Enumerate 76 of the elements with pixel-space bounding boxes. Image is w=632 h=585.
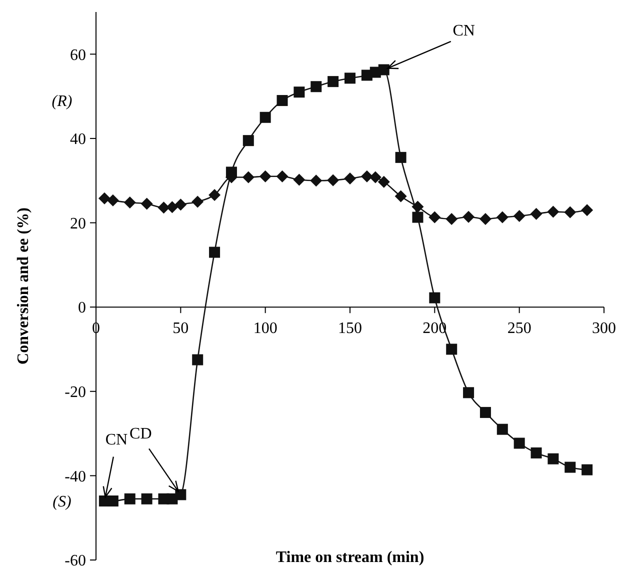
x-tick-label: 100 (253, 320, 278, 338)
x-axis-title: Time on stream (min) (276, 549, 424, 566)
point (429, 292, 440, 304)
annotation: CN (105, 432, 128, 449)
point (106, 194, 119, 206)
point (360, 170, 373, 182)
point (581, 204, 594, 216)
point (294, 86, 305, 98)
point (327, 174, 340, 186)
point (547, 206, 560, 218)
x-tick-label: 50 (172, 320, 189, 338)
point (192, 354, 204, 366)
point (548, 453, 559, 464)
point (496, 211, 508, 224)
point (209, 246, 220, 258)
y-tick-label: -60 (64, 552, 86, 570)
point (276, 170, 288, 182)
point (463, 387, 474, 398)
y-tick-label: 40 (70, 131, 86, 148)
point (479, 212, 492, 225)
text: (S) (52, 494, 72, 511)
point (369, 171, 382, 184)
point (208, 188, 221, 201)
point (446, 212, 458, 225)
point (564, 206, 576, 218)
point (530, 447, 542, 458)
point (530, 208, 542, 220)
point (378, 176, 390, 188)
y-tick-label: 60 (70, 46, 86, 64)
point (412, 200, 424, 213)
point (344, 172, 356, 185)
point (192, 196, 204, 208)
point (242, 135, 254, 146)
point (378, 64, 390, 76)
point (175, 489, 186, 500)
point (140, 198, 153, 210)
y-axis-title: Conversion and ee (%) (15, 208, 32, 364)
annotation: CD (130, 425, 152, 442)
y-tick-label: -40 (64, 468, 86, 486)
y-tick-label: -20 (64, 384, 86, 401)
y-tick-label: 0 (78, 300, 86, 317)
text: (R) (52, 93, 72, 110)
y-tick-label: 20 (70, 215, 86, 232)
point (124, 196, 136, 209)
point (564, 462, 576, 473)
x-tick-label: 250 (507, 320, 532, 338)
point (166, 201, 178, 214)
x-tick-label: 300 (592, 320, 616, 338)
point (124, 493, 136, 504)
point (98, 192, 110, 204)
point (310, 174, 322, 187)
point (513, 210, 526, 222)
point (158, 202, 170, 214)
point (141, 493, 152, 504)
point (293, 174, 306, 186)
annotation: CN (452, 22, 476, 40)
point (260, 112, 271, 123)
point (394, 190, 407, 202)
point (395, 152, 406, 163)
point (496, 424, 508, 435)
point (310, 81, 322, 92)
x-tick-label: 150 (338, 320, 362, 338)
point (107, 495, 118, 506)
point (174, 198, 187, 211)
point (328, 76, 339, 88)
point (259, 170, 272, 182)
point (428, 211, 441, 224)
point (514, 438, 525, 449)
point (276, 95, 288, 106)
point (480, 406, 491, 418)
point (412, 212, 424, 223)
point (462, 210, 475, 223)
point (242, 171, 254, 184)
point (446, 344, 458, 355)
point (344, 72, 356, 84)
point (582, 464, 593, 476)
